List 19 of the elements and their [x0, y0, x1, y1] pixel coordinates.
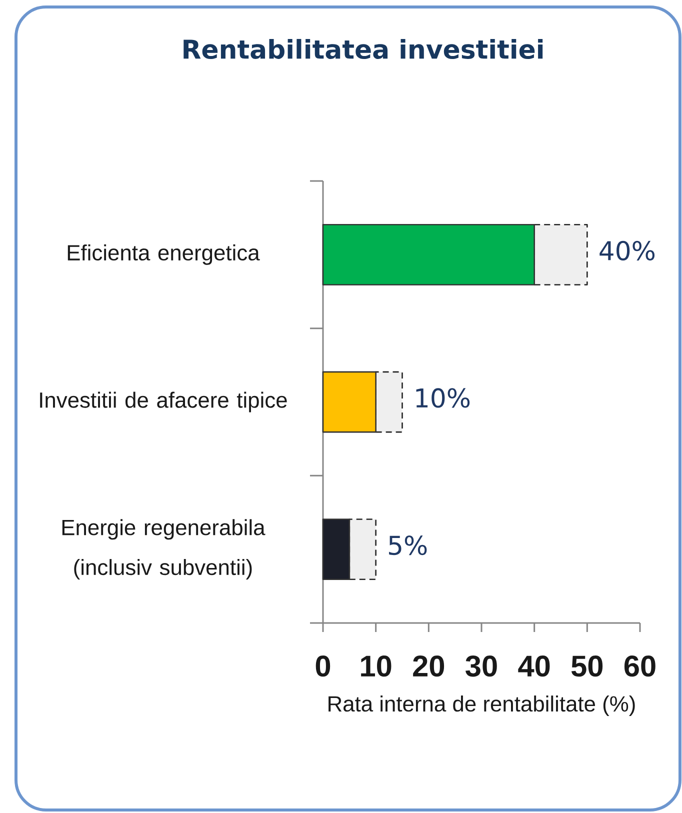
data-label: 10%: [416, 388, 470, 408]
y-tick-label: Eficienta energetica: [68, 244, 260, 265]
x-axis-title: Rata interna de rentabilitate (%): [328, 696, 635, 716]
x-tick-label: 0: [316, 656, 330, 677]
bar: [534, 224, 588, 286]
bar: [322, 224, 535, 286]
bar: [375, 371, 403, 433]
data-label: 40%: [600, 240, 654, 260]
x-tick-label: 40: [518, 656, 550, 677]
x-tick-label: 50: [571, 656, 603, 677]
bar: [322, 371, 376, 433]
x-tick-label: 20: [413, 656, 444, 677]
x-tick-label: 60: [624, 656, 656, 677]
y-tick-label: Investitii de afacere tipice: [40, 392, 287, 412]
x-tick-label: 10: [361, 656, 392, 677]
x-tick-label: 30: [466, 656, 497, 677]
data-label: 5%: [389, 536, 427, 556]
chart-title: Rentabilitatea investitiei: [184, 38, 543, 60]
y-tick-label: Energie regenerabila (inclusiv subventii): [62, 519, 266, 580]
